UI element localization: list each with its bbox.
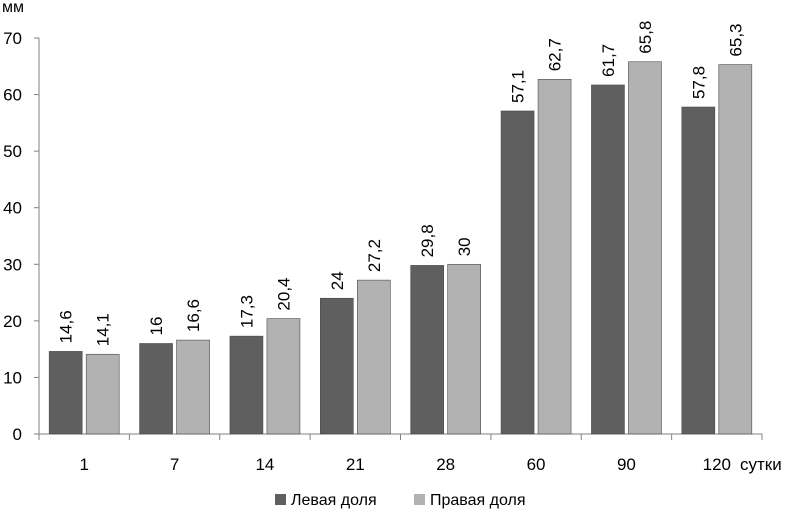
data-label: 20,4 — [274, 278, 293, 311]
x-tick-label: 60 — [527, 455, 546, 474]
y-tick-label: 40 — [3, 199, 22, 218]
x-tick-label: 1 — [79, 455, 88, 474]
x-tick-label: 28 — [436, 455, 455, 474]
data-label: 29,8 — [418, 224, 437, 257]
x-tick-label: 7 — [170, 455, 179, 474]
y-tick-label: 30 — [3, 255, 22, 274]
y-tick-label: 70 — [3, 29, 22, 48]
x-tick-label: 14 — [255, 455, 274, 474]
data-label: 16,6 — [184, 299, 203, 332]
legend-label: Правая доля — [430, 492, 526, 509]
bar — [410, 265, 444, 435]
data-label: 61,7 — [599, 44, 618, 77]
bar — [591, 84, 625, 435]
bar — [176, 339, 210, 435]
x-tick-label: 21 — [346, 455, 365, 474]
data-label: 16 — [147, 317, 166, 336]
data-label: 14,6 — [57, 310, 76, 343]
bar — [537, 78, 572, 435]
bar — [48, 351, 83, 435]
data-label: 30 — [455, 237, 474, 256]
data-label: 65,3 — [726, 23, 745, 56]
bar — [681, 106, 716, 435]
y-axis-label: мм — [2, 0, 24, 16]
data-label: 65,8 — [636, 21, 655, 54]
data-label: 27,2 — [365, 239, 384, 272]
bar — [628, 61, 662, 435]
data-label: 57,8 — [689, 66, 708, 99]
x-axis-label: сутки — [740, 455, 782, 474]
data-label: 57,1 — [509, 70, 528, 103]
data-label: 24 — [328, 271, 347, 290]
axes: 0 10 20 30 40 50 60 70 мм 1 7 14 21 28 60 90 120 сутки — [2, 0, 782, 474]
legend-swatch — [275, 494, 286, 505]
bar — [229, 335, 264, 435]
y-tick-label: 50 — [3, 142, 22, 161]
data-label: 62,7 — [546, 38, 565, 71]
legend-swatch — [414, 494, 425, 505]
y-tick-label: 20 — [3, 312, 22, 331]
bar — [266, 318, 301, 435]
bars — [48, 61, 753, 435]
bar — [500, 110, 535, 435]
legend-label: Левая доля — [291, 492, 377, 509]
data-label: 14,1 — [94, 313, 113, 346]
x-tick-label: 120 — [703, 455, 731, 474]
bar — [447, 263, 481, 435]
bar — [320, 297, 354, 435]
bar — [85, 353, 120, 435]
y-tick-label: 60 — [3, 86, 22, 105]
bar — [139, 343, 173, 435]
legend: Левая доля Правая доля — [275, 492, 526, 509]
y-tick-label: 0 — [13, 425, 22, 444]
x-tick-label: 90 — [617, 455, 636, 474]
data-label: 17,3 — [237, 295, 256, 328]
y-tick-label: 10 — [3, 368, 22, 387]
bar — [357, 279, 391, 435]
bar — [718, 64, 753, 435]
data-labels: 14,6 16 17,3 24 29,8 57,1 61,7 57,8 14,1 16,6 20,4… — [57, 21, 746, 347]
